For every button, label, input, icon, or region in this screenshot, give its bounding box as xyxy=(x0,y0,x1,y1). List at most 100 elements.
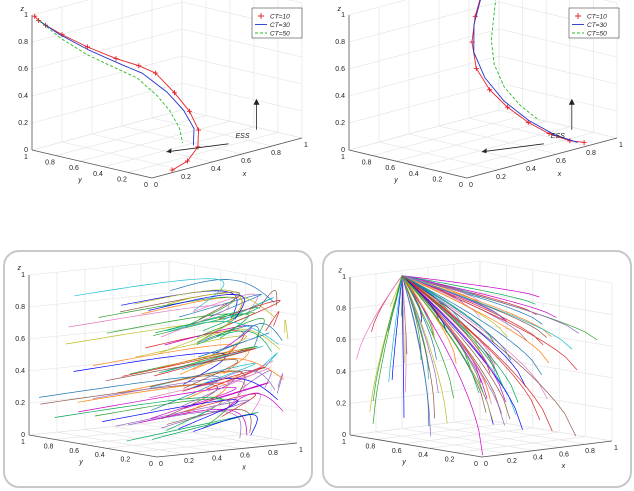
z-tick-label: 0.8 xyxy=(15,304,25,311)
trajectory-line xyxy=(401,275,448,424)
trajectory-line xyxy=(74,278,225,311)
x-tick-label: 0.2 xyxy=(184,458,194,465)
trajectory-line xyxy=(401,275,424,318)
x-axis-label: x xyxy=(242,171,247,178)
trajectory-line xyxy=(209,369,276,390)
grid-line xyxy=(31,82,183,124)
trajectory-line xyxy=(401,275,483,456)
y-tick-label: 0.8 xyxy=(362,160,372,167)
trajectory-line xyxy=(401,275,435,419)
z-tick-label: 0.2 xyxy=(335,120,345,127)
grid-line xyxy=(348,0,407,16)
z-tick-label: 0 xyxy=(21,432,25,439)
grid-line xyxy=(372,115,523,156)
grid-line xyxy=(349,387,481,404)
y-tick-label: 0.4 xyxy=(95,452,105,459)
y-tick-label: 0.2 xyxy=(121,457,131,464)
series-point xyxy=(187,108,192,114)
trajectory-line xyxy=(401,275,447,333)
y-axis-line xyxy=(31,149,153,179)
grid-line xyxy=(429,431,560,449)
y-tick-label: 0.4 xyxy=(409,171,419,178)
z-tick-label: 0.8 xyxy=(335,39,345,46)
trajectory-line xyxy=(148,294,245,320)
x-tick-label: 1 xyxy=(304,142,308,149)
z-tick-label: 1 xyxy=(342,274,346,281)
grid-line xyxy=(603,0,618,4)
trajectory-line xyxy=(284,319,289,340)
z-tick-label: 0.4 xyxy=(18,93,28,100)
z-tick-label: 0.2 xyxy=(336,400,346,407)
y-axis-line xyxy=(28,434,158,458)
grid-line xyxy=(84,429,214,452)
trajectory-line xyxy=(196,330,272,352)
series-point xyxy=(32,13,38,19)
grid-line xyxy=(396,120,547,162)
trajectory-line xyxy=(240,370,272,390)
trajectory-line xyxy=(401,275,454,399)
trajectory-line xyxy=(54,396,223,431)
x-tick-label: 0 xyxy=(469,182,473,189)
series-point xyxy=(581,139,587,145)
grid-line xyxy=(498,28,618,58)
chart-panel-2: 0 0.2 0.4 0.6 0.8 1 0 0.2 0.4 0.6 0.8 1 0 0.2 0.4 0.6 0.… xyxy=(317,0,634,245)
series-point xyxy=(113,56,119,62)
trajectory-line xyxy=(197,328,281,350)
grid-line xyxy=(181,55,303,85)
trajectory-line xyxy=(401,275,430,427)
grid-line xyxy=(127,132,279,173)
x-axis-label: x xyxy=(241,464,246,471)
trajectory-line xyxy=(141,296,243,324)
ess-annotation: ESS xyxy=(551,133,565,140)
y-axis-label: y xyxy=(401,459,406,466)
grid-line xyxy=(103,126,255,168)
z-tick-label: 0.4 xyxy=(336,369,346,376)
trajectory-line xyxy=(276,372,284,394)
trajectory-line xyxy=(73,352,226,385)
z-tick-label: 1 xyxy=(24,12,28,19)
grid-line xyxy=(151,117,273,147)
trajectory-line xyxy=(170,279,275,303)
y-axis-label: y xyxy=(393,177,398,184)
grid-line xyxy=(28,420,170,436)
legend-entry: CT=50 xyxy=(587,30,607,37)
z-tick-label: 1 xyxy=(21,272,25,279)
chart-2-plot: 00.20.40.60.8100.20.40.60.8100.20.40.60.… xyxy=(335,0,623,189)
grid-line xyxy=(349,260,481,278)
z-tick-label: 1 xyxy=(341,12,345,19)
series-line xyxy=(38,20,184,144)
ess-arrowhead xyxy=(166,148,172,154)
z-axis-label: z xyxy=(338,267,343,274)
trajectory-line xyxy=(388,275,403,382)
x-tick-label: 0.4 xyxy=(211,166,221,173)
trajectory-line xyxy=(401,275,573,350)
grid-line xyxy=(479,418,613,442)
trajectory-line xyxy=(254,352,279,374)
trajectory-line xyxy=(218,300,281,327)
trajectory-line xyxy=(401,275,543,376)
trajectory-line xyxy=(356,275,403,360)
trajectory-line xyxy=(372,275,403,424)
grid-line xyxy=(56,431,186,455)
series-point xyxy=(184,158,190,164)
chart-panel-4: 0 0.2 0.4 0.6 0.8 1 0 0.2 0.4 0.6 0.8 1 0 0.2 0.4 0.6 0.… xyxy=(322,250,632,488)
series-line xyxy=(38,20,195,146)
y-tick-label: 0 xyxy=(474,461,478,468)
ess-arrow xyxy=(166,143,229,153)
grid-line xyxy=(121,125,243,155)
x-tick-label: 0 xyxy=(159,461,163,468)
trajectory-line xyxy=(192,358,285,380)
trajectory-line xyxy=(372,275,403,402)
y-tick-label: 1 xyxy=(24,154,28,161)
chart-4-plot: 0 0.2 0.4 0.6 0.8 100.20.40.60.8100.20.40.60.… xyxy=(336,260,618,470)
y-axis-label: y xyxy=(78,459,83,466)
x-tick-label: 0 xyxy=(484,461,488,468)
trajectory-line xyxy=(122,348,257,377)
trajectory-line xyxy=(40,383,218,420)
x-axis-line xyxy=(466,137,618,179)
trajectory-line xyxy=(174,393,257,417)
series-point xyxy=(504,104,510,110)
y-tick-label: 0.6 xyxy=(385,165,395,172)
x-tick-label: 0.8 xyxy=(586,150,596,157)
chart-1-plot: 00.20.40.60.8100.20.40.60.8100.20.40.60.… xyxy=(18,0,308,189)
